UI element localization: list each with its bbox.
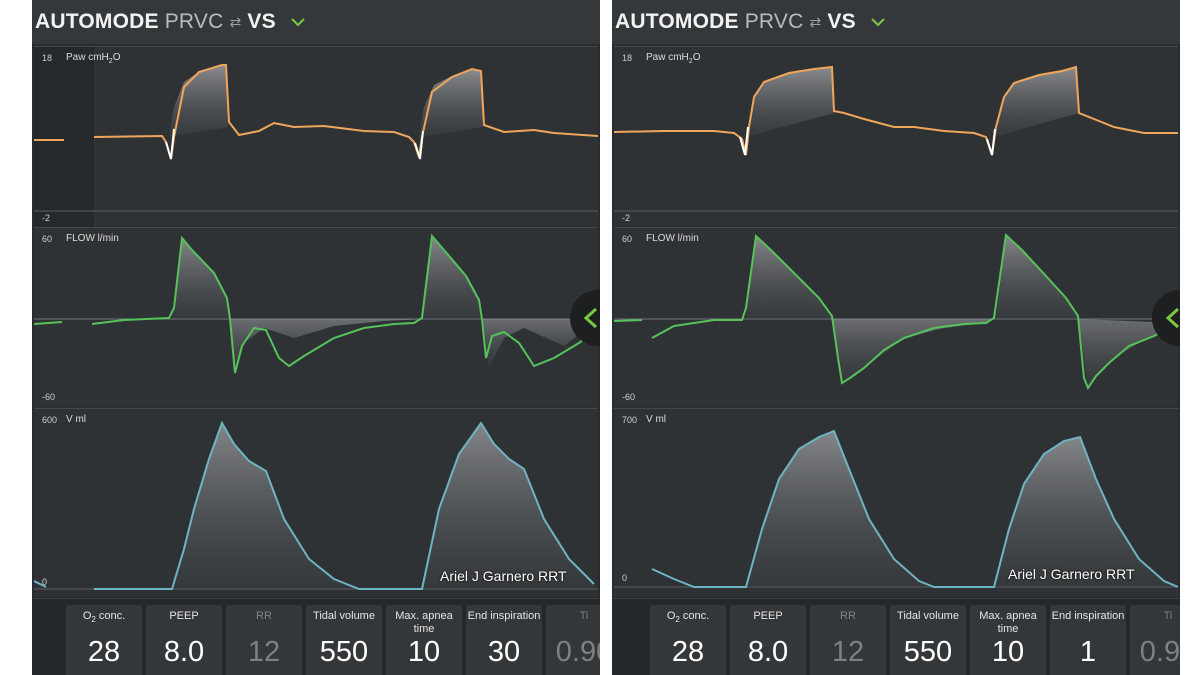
pressure-title: Paw cmH2O	[66, 52, 121, 65]
flow-min-tick: -60	[622, 392, 636, 402]
volume-max-tick: 600	[42, 415, 58, 425]
param-label: RR	[256, 610, 272, 622]
param-value: 8.0	[747, 636, 789, 668]
flow-max-tick: 60	[622, 234, 633, 244]
param-end-inspiration[interactable]: End inspiration 1	[1050, 605, 1126, 675]
pressure-panel: Paw cmH2O 18 -2	[614, 46, 1178, 226]
parameter-bar: O2 conc. 28 PEEP 8.0 RR 12 Tidal volume …	[32, 598, 600, 675]
param-value: 0.90	[1139, 636, 1180, 668]
pressure-waveform	[34, 47, 598, 227]
chevron-left-icon	[1165, 307, 1180, 329]
pressure-min-tick: -2	[622, 213, 631, 223]
support-mode-label: VS	[827, 10, 856, 33]
param-value: 30	[487, 636, 521, 668]
param-label: Tidal volume	[313, 610, 375, 622]
param-tidal-volume[interactable]: Tidal volume 550	[890, 605, 966, 675]
param-label: Max. apnea time	[979, 610, 1037, 635]
param-rr[interactable]: RR 12	[226, 605, 302, 675]
volume-min-tick: 0	[42, 577, 48, 587]
mode-header[interactable]: AUTOMODE PRVC ⇄ VS	[32, 0, 600, 44]
param-value: 28	[671, 636, 705, 668]
param-ti[interactable]: Ti 0.90	[1130, 605, 1180, 675]
volume-min-tick: 0	[622, 573, 628, 583]
pressure-min-tick: -2	[42, 213, 51, 223]
flow-title: FLOW l/min	[66, 233, 119, 244]
param-label: PEEP	[169, 610, 199, 622]
volume-panel: V ml 700 0 Ariel J Garnero RRT	[614, 408, 1178, 596]
param-value: 0.90	[555, 636, 600, 668]
param-max-apnea-time[interactable]: Max. apnea time 10	[970, 605, 1046, 675]
param-label: End inspiration	[467, 610, 541, 622]
param-peep[interactable]: PEEP 8.0	[146, 605, 222, 675]
volume-waveform	[34, 420, 598, 590]
param-value: 550	[319, 636, 369, 668]
param-ti[interactable]: Ti 0.90	[546, 605, 600, 675]
param-rr[interactable]: RR 12	[810, 605, 886, 675]
param-value: 12	[831, 636, 865, 668]
param-end-inspiration[interactable]: End inspiration 30	[466, 605, 542, 675]
param-label: Ti	[1163, 610, 1173, 622]
param-value: 28	[87, 636, 121, 668]
swap-icon: ⇄	[809, 13, 822, 30]
flow-max-tick: 60	[42, 234, 53, 244]
param-label: O2 conc.	[82, 610, 126, 625]
param-label: End inspiration	[1051, 610, 1125, 622]
chevron-left-icon	[583, 307, 598, 329]
flow-title: FLOW l/min	[646, 233, 699, 244]
pressure-max-tick: 18	[622, 53, 633, 63]
left-ventilator-screen: AUTOMODE PRVC ⇄ VS Paw cmH2O 18 -2	[32, 0, 600, 675]
param-value: 12	[247, 636, 281, 668]
pressure-panel: Paw cmH2O 18 -2	[34, 46, 598, 227]
param-label: O2 conc.	[666, 610, 710, 625]
chevron-down-icon[interactable]	[870, 14, 886, 30]
pressure-title: Paw cmH2O	[646, 52, 701, 65]
param-value: 10	[991, 636, 1025, 668]
param-value: 1	[1079, 636, 1097, 668]
flow-panel: FLOW l/min 60 -60	[614, 227, 1178, 407]
flow-waveform	[614, 232, 1178, 391]
volume-panel: V ml 600 0 Ariel J Garnero RRT	[34, 408, 598, 596]
parameter-bar: O2 conc. 28 PEEP 8.0 RR 12 Tidal volume …	[612, 598, 1180, 675]
support-mode-label: VS	[247, 10, 276, 33]
volume-title: V ml	[66, 414, 86, 425]
pressure-waveform	[614, 65, 1178, 212]
param-label: Tidal volume	[897, 610, 959, 622]
control-mode-label: PRVC	[744, 10, 804, 33]
control-mode-label: PRVC	[164, 10, 224, 33]
mode-header[interactable]: AUTOMODE PRVC ⇄ VS	[612, 0, 1180, 44]
volume-max-tick: 700	[622, 415, 638, 425]
param-value: 10	[407, 636, 441, 668]
param-label: PEEP	[753, 610, 783, 622]
param-value: 550	[903, 636, 953, 668]
swap-icon: ⇄	[229, 13, 242, 30]
flow-waveform	[34, 233, 598, 374]
flow-min-tick: -60	[42, 392, 56, 402]
author-credit: Ariel J Garnero RRT	[1008, 566, 1135, 582]
param-label: Ti	[579, 610, 589, 622]
mode-label: AUTOMODE	[615, 10, 739, 33]
chevron-down-icon[interactable]	[290, 14, 306, 30]
param-o2-conc[interactable]: O2 conc. 28	[66, 605, 142, 675]
mode-label: AUTOMODE	[35, 10, 159, 33]
param-label: Max. apnea time	[395, 610, 453, 635]
volume-waveform	[614, 429, 1178, 588]
flow-panel: FLOW l/min 60 -60	[34, 227, 598, 407]
param-o2-conc[interactable]: O2 conc. 28	[650, 605, 726, 675]
pressure-max-tick: 18	[42, 53, 53, 63]
param-tidal-volume[interactable]: Tidal volume 550	[306, 605, 382, 675]
volume-title: V ml	[646, 414, 666, 425]
param-label: RR	[840, 610, 856, 622]
param-peep[interactable]: PEEP 8.0	[730, 605, 806, 675]
param-max-apnea-time[interactable]: Max. apnea time 10	[386, 605, 462, 675]
param-value: 8.0	[163, 636, 205, 668]
right-ventilator-screen: AUTOMODE PRVC ⇄ VS Paw cmH2O 18 -2	[612, 0, 1180, 675]
author-credit: Ariel J Garnero RRT	[440, 568, 567, 584]
